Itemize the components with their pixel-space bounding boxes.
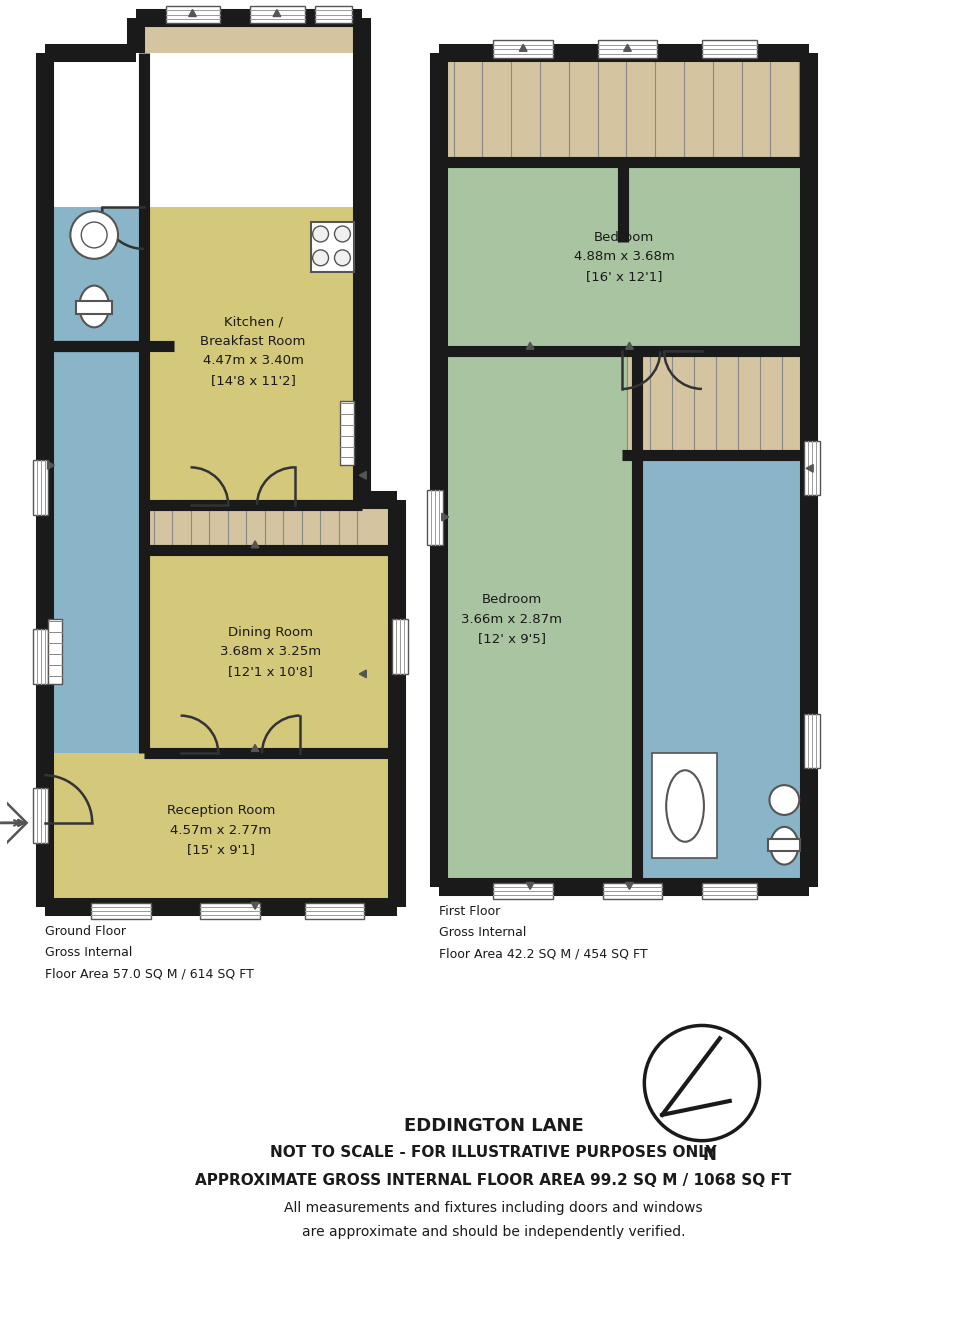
Polygon shape [189,9,196,16]
Bar [144,207,363,504]
Text: N: N [703,1145,716,1164]
Bar [311,222,355,271]
Polygon shape [251,903,259,910]
Circle shape [313,250,328,266]
Text: Dining Room
3.68m x 3.25m
[12'1 x 10'8]: Dining Room 3.68m x 3.25m [12'1 x 10'8] [220,625,321,678]
Bar [454,53,800,163]
Polygon shape [251,744,259,752]
Text: Kitchen /
Breakfast Room
4.47m x 3.40m
[14'8 x 11'2]: Kitchen / Breakfast Room 4.47m x 3.40m [… [200,315,306,387]
Bar [805,441,820,495]
Bar [136,19,363,53]
Polygon shape [807,465,813,473]
Text: Bedroom
4.88m x 3.68m
[16' x 12'1]: Bedroom 4.88m x 3.68m [16' x 12'1] [573,230,674,283]
Text: Bedroom
3.66m x 2.87m
[12' x 9'5]: Bedroom 3.66m x 2.87m [12' x 9'5] [461,593,562,645]
Text: First Floor
Gross Internal
Floor Area 42.2 SQ M / 454 SQ FT: First Floor Gross Internal Floor Area 42… [439,906,648,960]
Text: All measurements and fixtures including doors and windows: All measurements and fixtures including … [284,1201,703,1215]
Text: are approximate and should be independently verified.: are approximate and should be independen… [302,1225,685,1239]
Bar [627,351,805,455]
Bar [439,163,809,351]
Text: NOT TO SCALE - FOR ILLUSTRATIVE PURPOSES ONLY: NOT TO SCALE - FOR ILLUSTRATIVE PURPOSES… [270,1145,716,1160]
Bar [439,53,809,163]
Bar [392,620,408,674]
Bar [622,351,809,455]
Circle shape [769,785,800,816]
Bar [603,883,662,899]
Bar [44,346,144,753]
Bar [637,455,809,887]
Bar [493,40,553,58]
Circle shape [81,222,107,248]
Text: Ground Floor
Gross Internal
Floor Area 57.0 SQ M / 614 SQ FT: Ground Floor Gross Internal Floor Area 5… [44,925,254,980]
Polygon shape [360,471,367,479]
Text: APPROXIMATE GROSS INTERNAL FLOOR AREA 99.2 SQ M / 1068 SQ FT: APPROXIMATE GROSS INTERNAL FLOOR AREA 99… [195,1173,792,1188]
Bar [32,461,48,515]
Bar [32,629,48,685]
Bar [702,883,757,899]
Bar [427,490,443,544]
Bar [305,903,365,919]
Text: Reception Room
4.57m x 2.77m
[15' x 9'1]: Reception Room 4.57m x 2.77m [15' x 9'1] [167,804,275,857]
Bar [166,5,220,24]
Bar [315,5,353,24]
Ellipse shape [770,828,799,865]
Polygon shape [360,670,367,678]
Ellipse shape [79,286,109,327]
Text: EDDINGTON LANE: EDDINGTON LANE [404,1116,583,1135]
Circle shape [71,211,118,258]
Bar [48,620,63,685]
Ellipse shape [666,771,704,842]
Polygon shape [273,9,280,16]
Polygon shape [526,883,534,890]
Polygon shape [623,44,631,52]
Polygon shape [526,342,534,350]
Polygon shape [442,514,449,520]
Circle shape [334,226,351,242]
Bar [201,903,260,919]
Bar [144,500,397,549]
Bar [44,207,144,346]
Bar [250,5,305,24]
Bar [340,401,355,465]
Bar [805,714,820,768]
Bar [598,40,658,58]
Bar [91,903,151,919]
Bar [154,500,358,549]
Bar [44,753,397,907]
Bar [144,549,397,753]
Circle shape [313,226,328,242]
Polygon shape [47,462,55,469]
Polygon shape [251,540,259,548]
Bar [32,788,48,843]
Bar [653,753,716,858]
Polygon shape [625,883,633,890]
Polygon shape [519,44,527,52]
Bar [493,883,553,899]
Bar [702,40,757,58]
Polygon shape [625,342,633,350]
Circle shape [334,250,351,266]
Bar [439,351,637,887]
Bar [76,301,112,314]
Bar [768,839,801,851]
